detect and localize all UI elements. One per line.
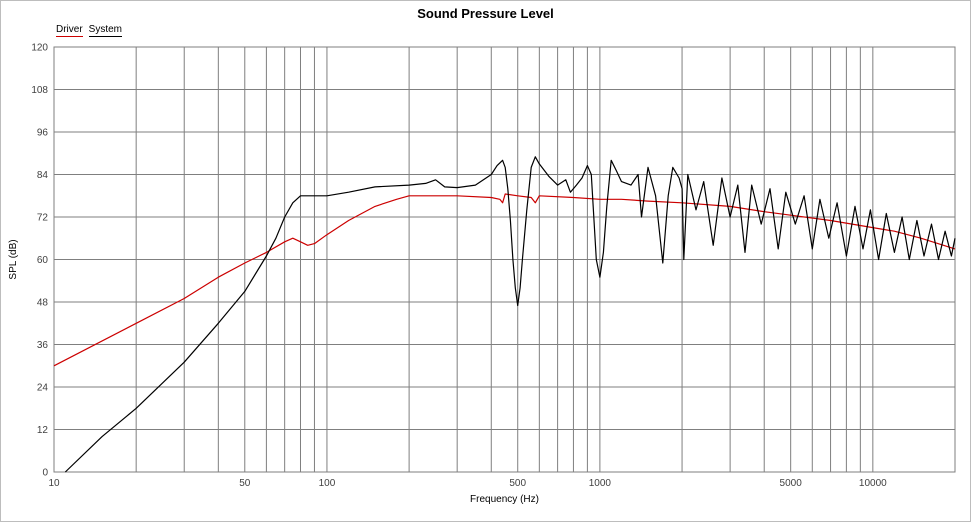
plot-area-border	[53, 46, 956, 473]
y-tick-label: 96	[37, 128, 49, 139]
legend-item-system: System	[88, 24, 123, 37]
x-tick-label: 1000	[589, 478, 612, 489]
legend-item-driver: Driver	[56, 24, 83, 37]
y-tick-label: 72	[37, 213, 49, 224]
chart-title: Sound Pressure Level	[417, 6, 554, 21]
x-tick-label: 50	[239, 478, 251, 489]
y-axis-label: SPL (dB)	[8, 239, 19, 279]
series-line-system	[64, 156, 956, 473]
series-layer	[53, 156, 956, 473]
y-tick-label: 108	[31, 85, 48, 96]
x-tick-label: 10000	[859, 478, 887, 489]
y-tick-label: 24	[37, 383, 49, 394]
x-tick-label: 10	[48, 478, 60, 489]
y-tick-label: 0	[42, 468, 48, 479]
x-tick-label: 5000	[780, 478, 803, 489]
y-tick-label: 84	[37, 170, 49, 181]
y-tick-label: 12	[37, 425, 49, 436]
chart-grid	[53, 46, 956, 473]
y-tick-label: 48	[37, 298, 49, 309]
x-tick-label: 500	[509, 478, 526, 489]
y-tick-label: 120	[31, 43, 48, 54]
y-tick-label: 60	[37, 255, 49, 266]
x-axis-label: Frequency (Hz)	[470, 494, 539, 505]
tick-labels: 0 12 24 36 48 60 72 84 96 108 120 10 50 100 500 1000 500…	[31, 43, 887, 490]
x-tick-label: 100	[319, 478, 336, 489]
chart-legend: Driver System	[56, 24, 123, 37]
series-line-driver	[53, 193, 956, 367]
y-tick-label: 36	[37, 340, 49, 351]
